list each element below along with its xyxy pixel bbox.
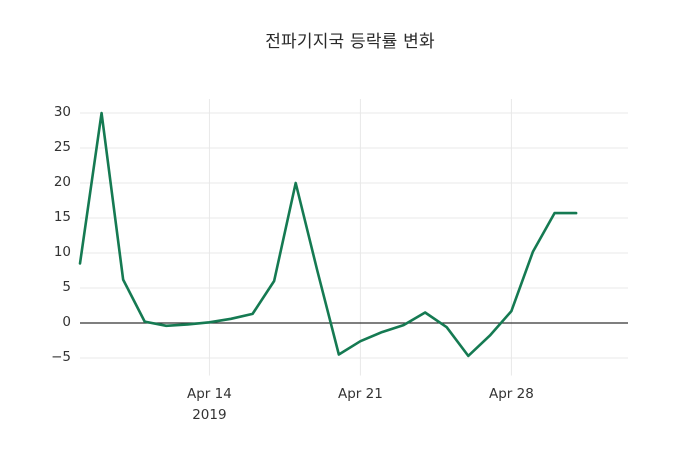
- vertical-gridlines: [208, 99, 512, 376]
- y-axis-tick-label: 15: [53, 209, 71, 225]
- y-axis-tick-label: 20: [53, 174, 71, 190]
- y-axis-tick-label: −5: [51, 349, 71, 365]
- horizontal-gridlines: [80, 112, 628, 359]
- chart-title: 전파기지국 등락률 변화: [265, 32, 435, 52]
- y-axis-tick-label: 10: [53, 244, 71, 260]
- x-axis-tick-label: Apr 21: [337, 385, 383, 402]
- y-axis-tick-label: 0: [62, 314, 71, 330]
- y-axis-tick-label: 25: [53, 139, 71, 155]
- y-axis-tick-label: 5: [62, 279, 71, 295]
- y-axis-tick-label: 30: [53, 104, 71, 120]
- data-series-line: [78, 111, 578, 358]
- x-axis-tick-label: Apr 28: [488, 385, 534, 402]
- x-axis-tick-label: Apr 14: [186, 385, 232, 402]
- x-axis-tick-sublabel: 2019: [192, 406, 227, 423]
